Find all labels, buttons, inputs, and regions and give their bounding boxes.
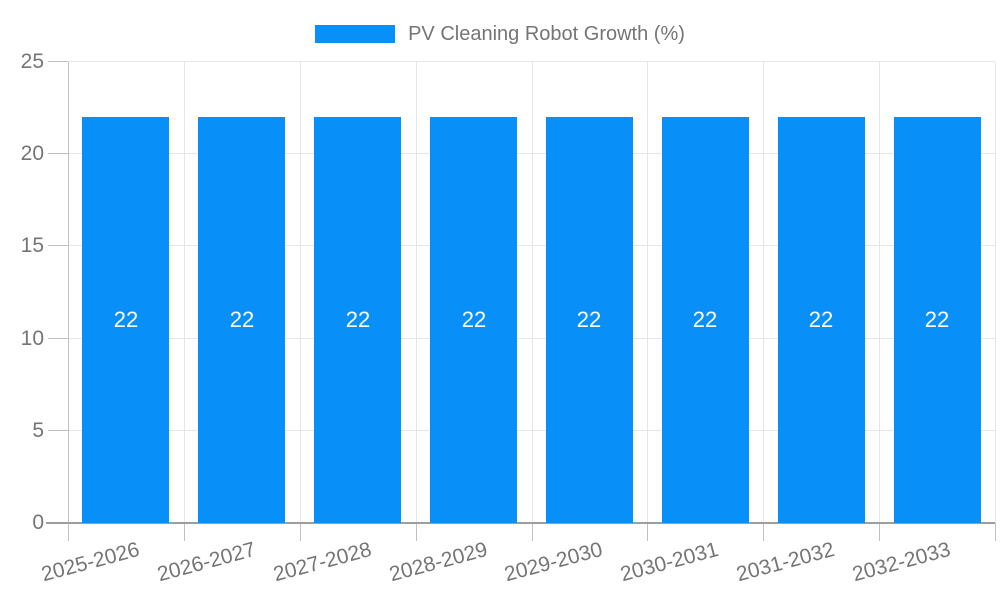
legend-label: PV Cleaning Robot Growth (%) [408,22,685,45]
bar[interactable] [778,117,865,523]
legend-swatch-icon [315,25,396,43]
y-axis-tick [48,430,68,431]
x-axis-tick [184,523,185,541]
v-gridline [300,62,301,523]
bar[interactable] [662,117,749,523]
v-gridline [68,62,69,523]
v-gridline [416,62,417,523]
h-gridline [68,245,995,246]
h-gridline [68,61,995,62]
x-axis-line [46,522,995,524]
x-axis-tick [995,523,996,541]
v-gridline [184,62,185,523]
bar[interactable] [546,117,633,523]
bar-value-label: 22 [808,307,834,332]
legend-item[interactable]: PV Cleaning Robot Growth (%) [315,23,685,46]
bar[interactable] [82,117,169,523]
bar[interactable] [894,117,981,523]
plot-area: 0 5 10 15 20 25 22 2025-2026 22 2026-2027 22 2027-2… [21,50,996,586]
h-gridline [68,153,995,154]
v-gridline [763,62,764,523]
y-axis-tick [48,153,68,154]
v-gridline [879,62,880,523]
bar[interactable] [430,117,517,523]
h-gridline [68,430,995,431]
x-axis-tick [879,523,880,541]
x-axis-tick [300,523,301,541]
bar-value-label: 22 [229,307,255,332]
y-axis-tick [48,245,68,246]
v-gridline [995,62,996,523]
x-axis-tick [763,523,764,541]
bar-value-label: 22 [345,307,371,332]
y-axis-label: 15 [20,234,44,257]
x-axis-tick [416,523,417,541]
bar[interactable] [198,117,285,523]
bar-value-label: 22 [576,307,602,332]
y-axis-label: 25 [20,50,44,73]
y-axis-label: 5 [32,419,44,442]
bar-value-label: 22 [461,307,487,332]
bar-value-label: 22 [924,307,950,332]
v-gridline [532,62,533,523]
h-gridline [68,338,995,339]
bar[interactable] [314,117,401,523]
x-axis-tick [647,523,648,541]
v-gridline [647,62,648,523]
chart-legend: PV Cleaning Robot Growth (%) [0,22,1000,46]
y-axis-tick [48,338,68,339]
x-axis-tick [532,523,533,541]
y-axis-label: 10 [20,327,44,350]
y-axis-label: 0 [32,511,44,534]
x-axis-tick [68,523,69,541]
y-axis-tick [48,61,68,62]
y-axis-label: 20 [20,142,44,165]
bar-value-label: 22 [692,307,718,332]
bar-value-label: 22 [113,307,139,332]
